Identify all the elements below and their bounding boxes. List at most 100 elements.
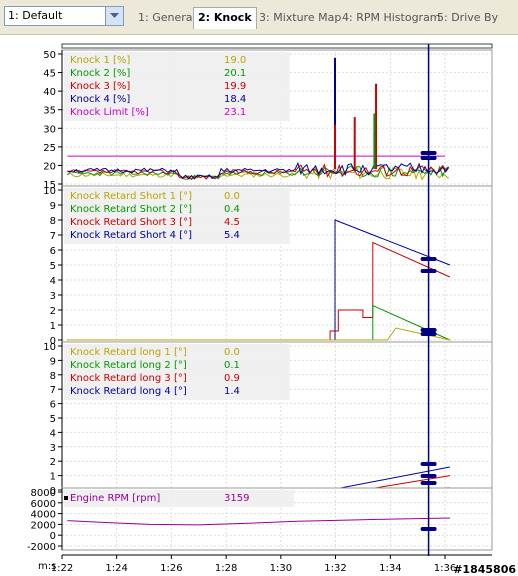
tick-label-x: 1:32: [324, 563, 346, 574]
legend-value-1: 3159: [224, 493, 249, 504]
tick-label-x: 1:34: [379, 563, 401, 574]
tick-label-x: 1:24: [105, 563, 127, 574]
tick-label-y: 0: [50, 531, 56, 542]
tick-label-y: 0: [50, 486, 56, 497]
tab-rpm-histogram[interactable]: 4: RPM Histogram: [342, 11, 441, 24]
legend-box: [64, 52, 290, 121]
legend-label-5: Knock Limit [%]: [70, 107, 149, 118]
tick-label-y: 50: [43, 50, 56, 61]
legend-marker: [64, 496, 68, 500]
toolbar: 1: Default 1: General 2: Knock 3: Mixtur…: [0, 0, 518, 35]
tick-label-y: 8: [50, 216, 56, 227]
legend-label-2: Knock Retard long 2 [°]: [70, 360, 187, 371]
tick-label-x: 1:26: [160, 563, 182, 574]
profile-dropdown[interactable]: 1: Default: [4, 6, 124, 26]
tick-label-y: 10: [43, 342, 56, 353]
legend-value-2: 0.1: [224, 360, 240, 371]
chart-panel-1: 50 45 40 35 30 25 20 15 Knock 1 [%] 19.0 Knock 2 […: [43, 49, 493, 191]
legend-value-4: 5.4: [224, 230, 240, 241]
tick-label-y: 8: [50, 371, 56, 382]
legend-value-4: 18.4: [224, 94, 246, 105]
legend-box: [64, 490, 294, 507]
legend-box: [64, 188, 290, 244]
legend-value-3: 0.9: [224, 373, 240, 384]
cursor-marker: [420, 328, 437, 332]
series-line-knock-4: [67, 161, 450, 180]
series-line-knock-1: [67, 166, 449, 181]
tick-label-y: 45: [43, 69, 56, 80]
legend-label-3: Knock Retard long 3 [°]: [70, 373, 187, 384]
tick-label-y: 3: [50, 291, 56, 302]
legend-value-1: 19.0: [224, 55, 246, 66]
legend-value-2: 0.4: [224, 204, 240, 215]
tick-label-y: 8000: [31, 488, 56, 499]
series-line-2: [67, 241, 451, 341]
legend-value-3: 19.9: [224, 81, 246, 92]
tick-label-y: 1: [50, 321, 56, 332]
chevron-down-icon[interactable]: [105, 7, 123, 25]
tick-label-y: 3: [50, 443, 56, 454]
tick-label-y: 2: [50, 306, 56, 317]
tick-label-y: 5: [50, 414, 56, 425]
tick-label-y: 2: [50, 457, 56, 468]
tab-mixture-map[interactable]: 3: Mixture Map: [259, 11, 342, 24]
tick-label-y: 35: [43, 106, 56, 117]
legend-label-2: Knock 2 [%]: [70, 68, 130, 79]
legend-value-4: 1.4: [224, 386, 240, 397]
series-line-knock-3: [67, 163, 449, 181]
tick-label-x: 1:30: [270, 563, 292, 574]
legend-label-3: Knock Retard Short 3 [°]: [70, 217, 192, 228]
legend-value-5: 23.1: [224, 107, 246, 118]
tick-label-y: 4: [50, 276, 56, 287]
series-line-1: [67, 517, 450, 526]
tab-general[interactable]: 1: General: [138, 11, 196, 24]
cursor-marker: [420, 474, 437, 478]
legend-label-1: Engine RPM [rpm]: [70, 493, 160, 504]
cursor-marker: [420, 481, 437, 485]
tick-label-y: 4000: [31, 510, 56, 521]
legend-label-4: Knock 4 [%]: [70, 94, 130, 105]
top-separator: [61, 43, 493, 49]
tick-label-y: 9: [50, 356, 56, 367]
tick-label-y: 25: [43, 143, 56, 154]
legend-value-2: 20.1: [224, 68, 246, 79]
cursor-marker: [420, 527, 437, 531]
tick-label-x: 1:36: [434, 563, 456, 574]
cursor-marker: [420, 257, 437, 261]
tick-label-y: 6: [50, 246, 56, 257]
tab-drive-by[interactable]: 5: Drive By: [437, 11, 499, 24]
tick-label-y: 6000: [31, 499, 56, 510]
cursor-marker: [420, 269, 437, 273]
tick-label-y: 10: [43, 186, 56, 197]
profile-dropdown-value: 1: Default: [8, 9, 63, 22]
legend-label-3: Knock 3 [%]: [70, 81, 130, 92]
tick-label-y: 9: [50, 201, 56, 212]
cursor-marker: [420, 462, 437, 466]
tick-label-x: 1:28: [215, 563, 237, 574]
x-axis: m:s1:22 1:24 1:26 1:28 1:30 1:32 1:34 1:36: [38, 554, 492, 574]
tick-label-y: 1: [50, 472, 56, 483]
cursor-marker: [420, 332, 437, 336]
tick-label-y: 7: [50, 385, 56, 396]
tick-label-y: 0: [50, 336, 56, 347]
tick-label-y: 15: [43, 180, 56, 191]
tick-label-y: 30: [43, 124, 56, 135]
tick-label-y: 20: [43, 161, 56, 172]
legend-value-1: 0.0: [224, 191, 240, 202]
tick-label-y: 5: [50, 261, 56, 272]
tick-label-y: 6: [50, 400, 56, 411]
cursor-marker: [420, 151, 437, 155]
legend-label-1: Knock Retard long 1 [°]: [70, 347, 187, 358]
watermark-id: #1845806: [453, 563, 516, 576]
legend-label-1: Knock Retard Short 1 [°]: [70, 191, 192, 202]
legend-label-2: Knock Retard Short 2 [°]: [70, 204, 192, 215]
tick-label-x: 1:22: [51, 563, 73, 574]
tick-label-y: 2000: [31, 520, 56, 531]
tab-knock[interactable]: 2: Knock: [193, 7, 257, 29]
legend-label-1: Knock 1 [%]: [70, 55, 130, 66]
tick-label-y: 7: [50, 231, 56, 242]
